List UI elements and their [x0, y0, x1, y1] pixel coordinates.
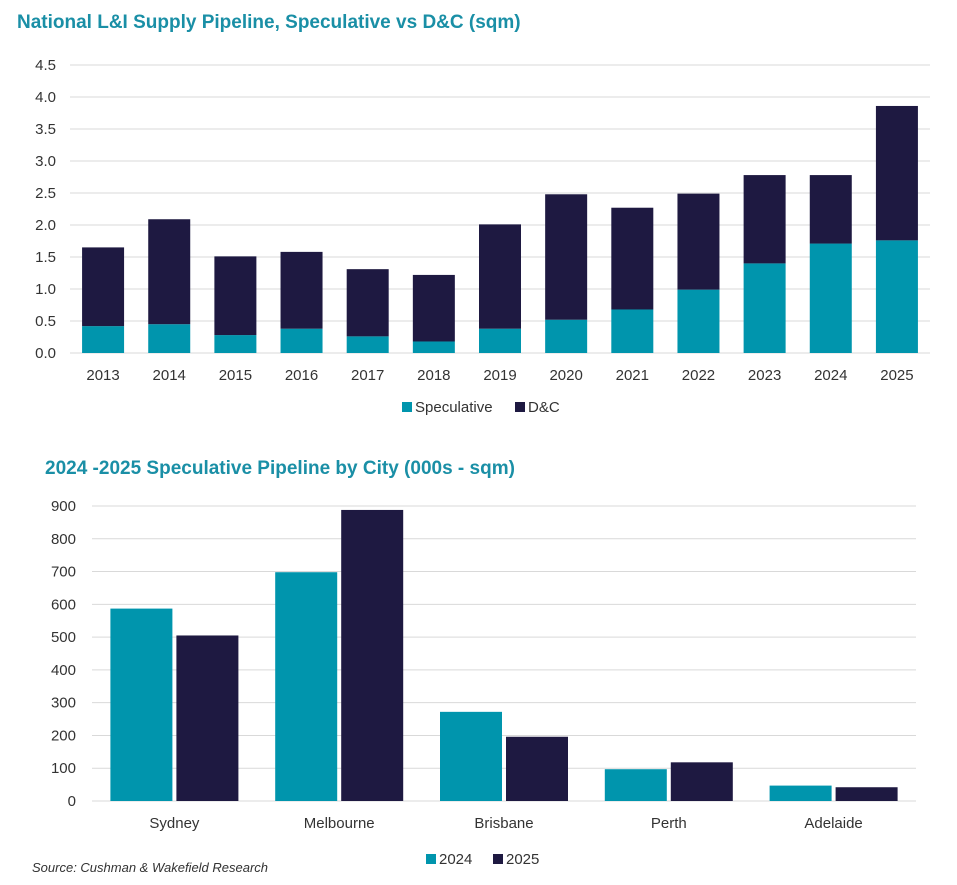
bar-2024-sydney	[110, 608, 173, 801]
bar-speculative-2020	[545, 319, 588, 353]
y-tick-label: 3.0	[35, 153, 56, 170]
bar-2024-melbourne	[275, 572, 338, 801]
bar-dc-2016	[280, 251, 323, 329]
y-tick-label: 600	[51, 596, 76, 613]
y-tick-label: 0.0	[35, 345, 56, 362]
y-tick-label: 4.5	[35, 57, 56, 74]
bar-speculative-2013	[82, 326, 125, 353]
legend-label-dc: D&C	[528, 399, 560, 416]
y-tick-label: 100	[51, 760, 76, 777]
bar-dc-2017	[346, 269, 389, 337]
bar-speculative-2022	[677, 289, 720, 353]
bar-2024-adelaide	[769, 785, 832, 801]
x-tick-label: 2013	[86, 367, 119, 384]
x-tick-label: Adelaide	[804, 815, 862, 832]
bar-2025-adelaide	[835, 787, 898, 801]
x-tick-label: 2016	[285, 367, 318, 384]
bar-speculative-2024	[809, 243, 852, 353]
bar-2025-sydney	[176, 635, 239, 801]
bar-2025-brisbane	[506, 736, 568, 801]
y-tick-label: 200	[51, 727, 76, 744]
bar-dc-2020	[545, 194, 588, 320]
x-tick-label: 2022	[682, 367, 715, 384]
bar-speculative-2016	[280, 328, 323, 353]
x-tick-label: 2025	[880, 367, 913, 384]
source-note: Source: Cushman & Wakefield Research	[32, 860, 269, 875]
y-tick-label: 500	[51, 629, 76, 646]
legend-label-speculative: Speculative	[415, 399, 493, 416]
bar-speculative-2019	[479, 328, 521, 353]
y-tick-label: 900	[51, 498, 76, 515]
bar-dc-2022	[677, 193, 720, 290]
y-tick-label: 400	[51, 662, 76, 679]
x-tick-label: Melbourne	[304, 815, 375, 832]
x-tick-label: Brisbane	[474, 815, 533, 832]
bar-speculative-2018	[412, 341, 455, 353]
y-tick-label: 4.0	[35, 89, 56, 106]
legend-swatch-speculative	[402, 402, 412, 412]
bar-2025-perth	[670, 762, 733, 801]
legend-swatch-2024	[426, 854, 436, 864]
chart-title-national-pipeline: National L&I Supply Pipeline, Speculativ…	[17, 12, 521, 33]
y-tick-label: 2.5	[35, 185, 56, 202]
bar-speculative-2023	[743, 263, 786, 353]
x-tick-label: 2020	[549, 367, 582, 384]
y-tick-label: 0	[68, 793, 76, 810]
bar-dc-2024	[809, 175, 852, 244]
x-tick-label: 2017	[351, 367, 384, 384]
x-tick-label: 2019	[483, 367, 516, 384]
bar-2024-brisbane	[440, 711, 502, 801]
legend-swatch-dc	[515, 402, 525, 412]
bar-dc-2019	[479, 224, 521, 329]
bar-speculative-2017	[346, 336, 389, 353]
x-tick-label: 2018	[417, 367, 450, 384]
bar-2024-perth	[604, 769, 667, 801]
y-tick-label: 700	[51, 564, 76, 581]
bar-dc-2014	[148, 219, 191, 325]
bar-dc-2021	[611, 207, 654, 310]
bar-dc-2025	[875, 105, 918, 241]
x-tick-label: Perth	[651, 815, 687, 832]
bar-dc-2015	[214, 256, 257, 336]
y-tick-label: 3.5	[35, 121, 56, 138]
y-tick-label: 2.0	[35, 217, 56, 234]
x-tick-label: 2023	[748, 367, 781, 384]
x-tick-label: 2021	[616, 367, 649, 384]
bar-dc-2018	[412, 274, 455, 342]
y-tick-label: 800	[51, 531, 76, 548]
bar-dc-2013	[82, 247, 125, 327]
bar-speculative-2014	[148, 324, 191, 353]
x-tick-label: 2015	[219, 367, 252, 384]
chart-title-city-pipeline: 2024 -2025 Speculative Pipeline by City …	[45, 458, 515, 479]
y-tick-label: 300	[51, 695, 76, 712]
bar-speculative-2015	[214, 335, 257, 353]
bar-2025-melbourne	[341, 509, 404, 801]
x-tick-label: Sydney	[149, 815, 200, 832]
x-tick-label: 2014	[153, 367, 186, 384]
x-tick-label: 2024	[814, 367, 847, 384]
stacked-bar-chart-national: 0.0 0.5 1.0 1.5 2.0 2.5 3.0 3.5 4.0 4.5 2013 2014 20…	[35, 57, 930, 416]
y-tick-label: 1.5	[35, 249, 56, 266]
bar-speculative-2025	[875, 240, 918, 353]
y-tick-label: 0.5	[35, 313, 56, 330]
bar-dc-2023	[743, 175, 786, 264]
y-tick-label: 1.0	[35, 281, 56, 298]
bar-speculative-2021	[611, 309, 654, 353]
legend-label-2024: 2024	[439, 851, 472, 868]
legend-swatch-2025	[493, 854, 503, 864]
legend-label-2025: 2025	[506, 851, 539, 868]
